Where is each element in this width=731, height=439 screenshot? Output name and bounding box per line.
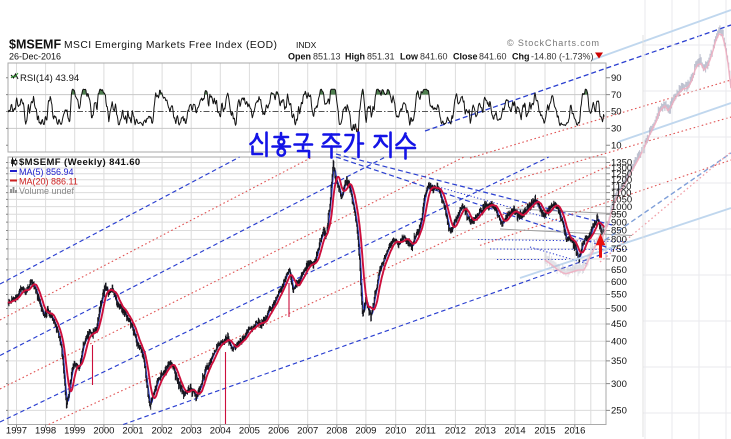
svg-text:700: 700 (611, 254, 627, 265)
svg-text:300: 300 (611, 379, 627, 390)
svg-text:1050: 1050 (611, 195, 632, 206)
svg-text:2004: 2004 (210, 426, 231, 437)
svg-text:1997: 1997 (6, 426, 27, 437)
svg-text:1300: 1300 (611, 163, 632, 174)
svg-text:MSCI Emerging Markets Free Ind: MSCI Emerging Markets Free Index (EOD) (64, 40, 277, 51)
svg-text:400: 400 (611, 337, 627, 348)
svg-text:850: 850 (611, 226, 627, 237)
svg-text:RSI(14) 43.94: RSI(14) 43.94 (20, 73, 79, 84)
svg-text:550: 550 (611, 290, 627, 301)
svg-text:1250: 1250 (611, 169, 632, 180)
svg-text:2014: 2014 (505, 426, 526, 437)
svg-text:800: 800 (611, 235, 627, 246)
svg-text:650: 650 (611, 265, 627, 276)
svg-text:2011: 2011 (415, 426, 435, 437)
svg-text:1000: 1000 (611, 202, 632, 213)
svg-text:$MSEMF: $MSEMF (9, 38, 61, 52)
svg-text:2006: 2006 (268, 426, 289, 437)
svg-text:600: 600 (611, 277, 627, 288)
svg-text:1200: 1200 (611, 175, 632, 186)
svg-text:350: 350 (611, 356, 627, 367)
svg-text:1350: 1350 (611, 158, 632, 169)
svg-text:30: 30 (611, 124, 622, 135)
svg-text:MA(20) 886.11: MA(20) 886.11 (19, 177, 78, 187)
svg-text:750: 750 (611, 244, 627, 255)
svg-text:2016: 2016 (564, 426, 585, 437)
svg-text:1100: 1100 (611, 188, 631, 199)
svg-text:900: 900 (611, 217, 627, 228)
svg-text:INDX: INDX (296, 40, 317, 50)
svg-text:2015: 2015 (534, 426, 555, 437)
svg-text:50: 50 (611, 107, 622, 118)
svg-text:70: 70 (611, 90, 622, 101)
svg-text:MA(5) 856.94: MA(5) 856.94 (19, 167, 74, 177)
svg-text:2000: 2000 (93, 426, 114, 437)
svg-text:1999: 1999 (64, 426, 85, 437)
svg-text:26-Dec-2016: 26-Dec-2016 (9, 52, 61, 62)
svg-text:250: 250 (611, 406, 627, 417)
svg-text:2007: 2007 (297, 426, 318, 437)
svg-text:© StockCharts.com: © StockCharts.com (507, 38, 600, 48)
svg-text:2009: 2009 (355, 426, 376, 437)
svg-text:2003: 2003 (181, 426, 202, 437)
svg-text:$MSEMF (Weekly) 841.60: $MSEMF (Weekly) 841.60 (19, 157, 141, 168)
svg-text:2013: 2013 (475, 426, 496, 437)
svg-text:2010: 2010 (385, 426, 406, 437)
svg-text:2008: 2008 (326, 426, 347, 437)
svg-text:90: 90 (611, 73, 622, 84)
svg-text:500: 500 (611, 304, 627, 315)
svg-text:2001: 2001 (122, 426, 143, 437)
svg-text:2012: 2012 (445, 426, 466, 437)
svg-text:10: 10 (611, 140, 622, 151)
svg-text:950: 950 (611, 209, 627, 220)
svg-text:2005: 2005 (239, 426, 260, 437)
svg-text:1998: 1998 (35, 426, 56, 437)
svg-text:2002: 2002 (152, 426, 173, 437)
svg-text:1150: 1150 (611, 181, 631, 192)
svg-text:450: 450 (611, 319, 627, 330)
svg-text:Volume undef: Volume undef (19, 186, 75, 196)
